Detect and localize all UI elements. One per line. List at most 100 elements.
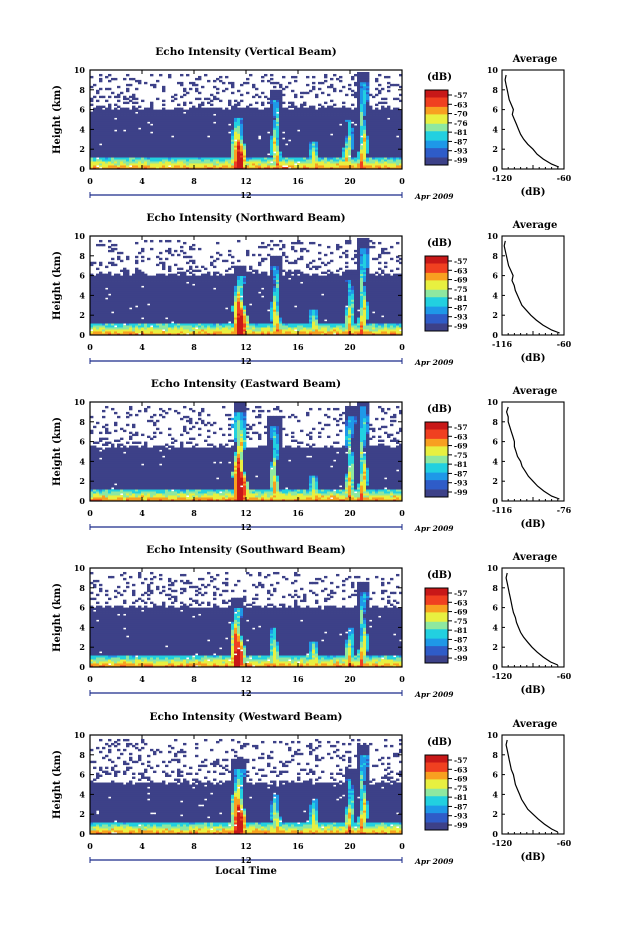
heatmap-cell xyxy=(132,93,136,97)
heatmap-cell xyxy=(183,167,187,170)
heatmap-cell xyxy=(252,145,256,148)
heatmap-cell xyxy=(147,145,151,148)
heatmap-cell xyxy=(264,139,268,142)
heatmap-cell xyxy=(276,91,280,95)
heatmap-cell xyxy=(216,123,220,126)
heatmap-cell xyxy=(393,83,397,87)
heatmap-cell xyxy=(108,115,112,118)
heatmap-cell xyxy=(261,137,265,140)
heatmap-cell xyxy=(90,165,94,168)
heatmap-cell xyxy=(168,121,172,124)
heatmap-cell xyxy=(186,133,190,136)
heatmap-cell xyxy=(234,143,238,146)
heatmap-cell xyxy=(234,121,238,124)
heatmap-cell xyxy=(216,125,220,128)
heatmap-cell xyxy=(129,119,133,122)
heatmap-cell xyxy=(147,135,151,138)
heatmap-cell xyxy=(156,143,160,146)
heatmap-cell xyxy=(276,127,280,130)
heatmap-cell xyxy=(162,121,166,124)
heatmap-cell xyxy=(93,139,97,142)
heatmap-cell xyxy=(198,129,202,132)
heatmap-cell xyxy=(90,103,94,107)
heatmap-cell xyxy=(114,147,118,150)
heatmap-cell xyxy=(189,101,193,105)
heatmap-cell xyxy=(129,123,133,126)
heatmap-cell xyxy=(210,145,214,148)
heatmap-cell xyxy=(120,127,124,130)
heatmap-cell xyxy=(162,151,166,154)
heatmap-cell xyxy=(117,105,121,109)
heatmap-cell xyxy=(120,165,124,168)
heatmap-cell xyxy=(243,165,247,168)
heatmap-cell xyxy=(177,163,181,166)
heatmap-cell xyxy=(192,145,196,148)
heatmap-cell xyxy=(327,93,331,97)
heatmap-cell xyxy=(240,133,244,136)
heatmap-cell xyxy=(276,89,280,93)
heatmap-cell xyxy=(129,125,133,128)
heatmap-cell xyxy=(192,137,196,140)
heatmap-cell xyxy=(168,145,172,148)
heatmap-cell xyxy=(99,111,103,114)
heatmap-cell xyxy=(231,115,235,118)
heatmap-cell xyxy=(192,127,196,130)
heatmap-cell xyxy=(99,79,103,83)
heatmap-cell xyxy=(99,239,103,243)
heatmap-cell xyxy=(327,85,331,89)
heatmap-cell xyxy=(255,93,259,97)
heatmap-cell xyxy=(276,165,280,168)
heatmap-cell xyxy=(180,153,184,156)
heatmap-cell xyxy=(264,161,268,164)
heatmap-cell xyxy=(324,73,328,77)
heatmap-cell xyxy=(138,109,142,112)
heatmap-cell xyxy=(105,109,109,112)
heatmap-cell xyxy=(231,107,235,110)
heatmap-cell xyxy=(186,113,190,116)
heatmap-cell xyxy=(201,127,205,130)
heatmap-cell xyxy=(177,115,181,118)
heatmap-cell xyxy=(216,165,220,168)
heatmap-cell xyxy=(138,163,142,166)
heatmap-cell xyxy=(126,123,130,126)
heatmap-cell xyxy=(99,141,103,144)
heatmap-cell xyxy=(138,151,142,154)
heatmap-cell xyxy=(168,143,172,146)
heatmap-cell xyxy=(198,125,202,128)
heatmap-cell xyxy=(147,129,151,132)
heatmap-cell xyxy=(240,145,244,148)
heatmap-cell xyxy=(237,117,241,120)
heatmap-cell xyxy=(138,161,142,164)
heatmap-cell xyxy=(186,163,190,166)
heatmap-cell xyxy=(195,89,199,93)
heatmap-cell xyxy=(177,123,181,126)
heatmap-cell xyxy=(210,103,214,107)
heatmap-cell xyxy=(198,143,202,146)
heatmap-cell xyxy=(162,133,166,136)
heatmap-cell xyxy=(126,157,130,160)
heatmap-cell xyxy=(108,121,112,124)
heatmap-cell xyxy=(144,139,148,142)
heatmap-cell xyxy=(144,125,148,128)
heatmap-cell xyxy=(150,133,154,136)
heatmap-cell xyxy=(132,115,136,118)
heatmap-cell xyxy=(117,129,121,132)
heatmap-cell xyxy=(243,151,247,154)
heatmap-cell xyxy=(165,149,169,152)
heatmap-cell xyxy=(114,161,118,164)
heatmap-cell xyxy=(219,161,223,164)
heatmap-cell xyxy=(261,75,265,79)
heatmap-cell xyxy=(255,121,259,124)
x-tick-label: 12 xyxy=(240,176,251,186)
heatmap-cell xyxy=(111,143,115,146)
heatmap-cell xyxy=(120,133,124,136)
heatmap-cell xyxy=(99,151,103,154)
heatmap-cell xyxy=(180,167,184,170)
heatmap-cell xyxy=(141,127,145,130)
heatmap-cell xyxy=(246,135,250,138)
heatmap-cell xyxy=(117,161,121,164)
heatmap-cell xyxy=(162,149,166,152)
heatmap-cell xyxy=(183,135,187,138)
heatmap-cell xyxy=(138,251,142,255)
heatmap-cell xyxy=(111,111,115,114)
